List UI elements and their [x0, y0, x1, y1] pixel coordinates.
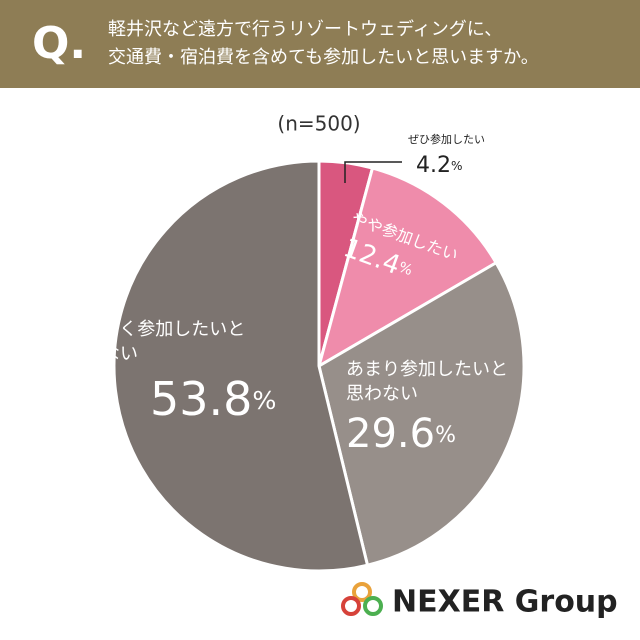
line: 軽井沢など遠方で行うリゾートウェディングに、 — [108, 19, 502, 40]
question: 軽井沢など遠方で行うリゾートウェディングに、交通費・宿泊費を含めても参加したいと… — [108, 19, 539, 68]
pie-slice — [112, 159, 370, 573]
sample-size: (n=500) — [277, 112, 360, 136]
value-label: 53.8% — [150, 372, 276, 426]
category-label: あまり参加したいと思わない — [346, 359, 508, 404]
line: 思わない — [66, 343, 138, 364]
slice-label: ぜひ参加したい 4.2% — [408, 132, 485, 178]
line: まったく参加したいと — [66, 319, 245, 340]
q-mark: Q. — [32, 18, 86, 69]
value-unit: % — [451, 159, 463, 173]
line: 交通費・宿泊費を含めても参加したいと思いますか。 — [108, 47, 539, 68]
line: 思わない — [346, 383, 418, 404]
value-label: 4.2% — [416, 153, 463, 178]
logo-icon — [341, 582, 383, 616]
value-number: 29.6 — [346, 411, 435, 457]
value-number: 53.8 — [150, 372, 252, 426]
header-band — [0, 0, 640, 88]
pie — [112, 159, 526, 573]
value-label: 29.6% — [346, 411, 456, 457]
category-label: まったく参加したいと思わない — [66, 319, 245, 364]
value-unit: % — [435, 423, 456, 448]
value-unit: % — [396, 259, 414, 279]
value-unit: % — [252, 386, 276, 415]
slice-label: まったく参加したいと思わない 53.8% — [66, 319, 276, 426]
logo: NEXER Group — [392, 585, 618, 620]
category-label: ぜひ参加したい — [408, 132, 485, 146]
value-number: 4.2 — [416, 153, 451, 178]
pie-slice — [316, 166, 499, 370]
leader-line — [344, 161, 402, 183]
line: ぜひ参加したい — [408, 132, 485, 146]
line: あまり参加したいと — [346, 359, 508, 380]
pie-slice — [317, 260, 526, 567]
slice-label: あまり参加したいと思わない 29.6% — [346, 359, 508, 457]
